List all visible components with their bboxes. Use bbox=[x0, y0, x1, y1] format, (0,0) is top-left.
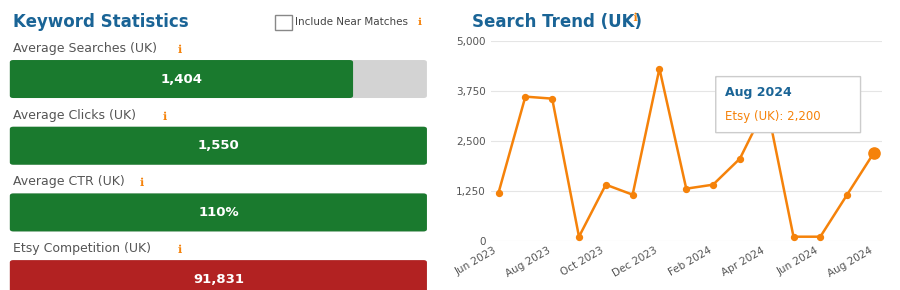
Text: ℹ: ℹ bbox=[177, 45, 182, 55]
Text: ℹ: ℹ bbox=[140, 179, 143, 188]
FancyBboxPatch shape bbox=[10, 193, 427, 231]
Point bbox=[840, 192, 854, 197]
FancyBboxPatch shape bbox=[275, 14, 292, 30]
Text: 110%: 110% bbox=[198, 206, 238, 219]
Text: Etsy (UK): 2,200: Etsy (UK): 2,200 bbox=[725, 110, 821, 124]
Text: Average CTR (UK): Average CTR (UK) bbox=[14, 175, 125, 188]
Text: Average Clicks (UK): Average Clicks (UK) bbox=[14, 109, 136, 122]
Point bbox=[867, 150, 881, 155]
Text: Etsy Competition (UK): Etsy Competition (UK) bbox=[14, 242, 151, 255]
Point bbox=[518, 94, 533, 99]
FancyBboxPatch shape bbox=[10, 127, 427, 165]
Point bbox=[706, 182, 720, 187]
FancyBboxPatch shape bbox=[10, 127, 427, 165]
Text: Aug 2024: Aug 2024 bbox=[725, 86, 792, 99]
Text: ℹ: ℹ bbox=[630, 13, 638, 23]
Text: 91,831: 91,831 bbox=[193, 273, 244, 286]
Text: 1,404: 1,404 bbox=[160, 72, 202, 86]
Point bbox=[760, 102, 774, 107]
FancyBboxPatch shape bbox=[716, 77, 860, 133]
Text: ℹ: ℹ bbox=[418, 17, 421, 27]
Point bbox=[787, 234, 801, 239]
Point bbox=[572, 234, 586, 239]
Point bbox=[626, 192, 640, 197]
Point bbox=[733, 156, 747, 161]
FancyBboxPatch shape bbox=[10, 193, 427, 231]
Text: ℹ: ℹ bbox=[177, 245, 182, 255]
Point bbox=[679, 186, 693, 191]
Text: Keyword Statistics: Keyword Statistics bbox=[14, 13, 189, 31]
FancyBboxPatch shape bbox=[10, 60, 353, 98]
Text: Search Trend (UK): Search Trend (UK) bbox=[472, 13, 643, 31]
Point bbox=[813, 234, 827, 239]
Text: Include Near Matches: Include Near Matches bbox=[294, 17, 408, 27]
Text: 1,550: 1,550 bbox=[197, 139, 239, 152]
FancyBboxPatch shape bbox=[10, 260, 427, 290]
Point bbox=[598, 182, 613, 187]
Point bbox=[491, 190, 506, 195]
Point bbox=[867, 150, 881, 155]
Text: ℹ: ℹ bbox=[162, 112, 166, 122]
Point bbox=[545, 96, 560, 101]
Point bbox=[652, 66, 667, 71]
FancyBboxPatch shape bbox=[10, 60, 427, 98]
FancyBboxPatch shape bbox=[10, 260, 427, 290]
Text: Average Searches (UK): Average Searches (UK) bbox=[14, 42, 157, 55]
